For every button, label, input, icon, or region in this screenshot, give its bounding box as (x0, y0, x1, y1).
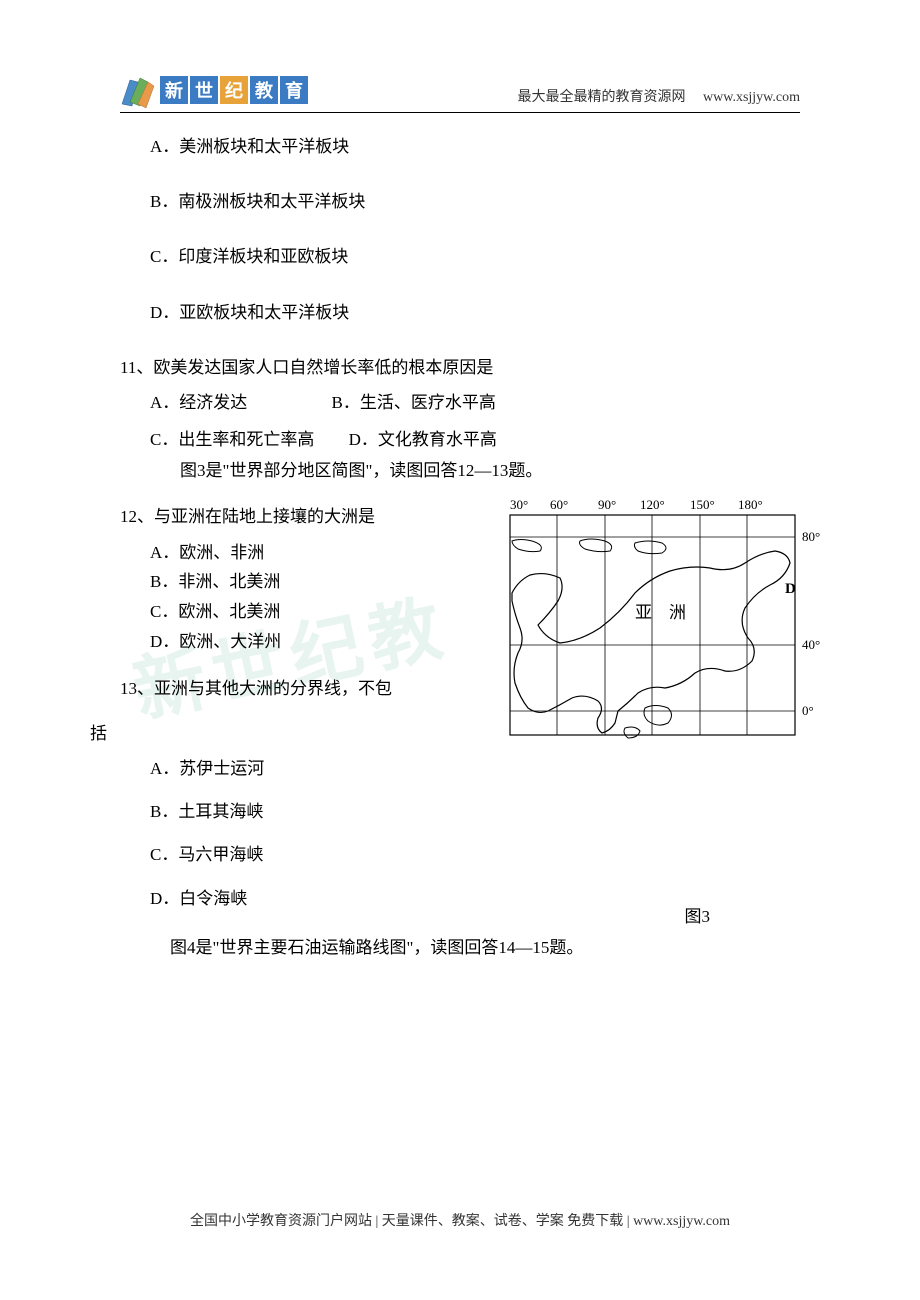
logo-text: 新 世 纪 教 育 (160, 76, 308, 104)
q11-option-c: C．出生率和死亡率高 (150, 430, 314, 449)
header-url: www.xsjjyw.com (703, 90, 800, 105)
q11-option-d: D．文化教育水平高 (349, 430, 497, 449)
page-header: 新 世 纪 教 育 最大最全最精的教育资源网 www.xsjjyw.com (120, 70, 800, 113)
q13-option-b: B．土耳其海峡 (150, 798, 800, 825)
logo-char-3: 纪 (220, 76, 248, 104)
header-tagline: 最大最全最精的教育资源网 www.xsjjyw.com (518, 86, 800, 110)
q11-option-b: B．生活、医疗水平高 (332, 393, 496, 412)
logo-char-4: 教 (250, 76, 278, 104)
q11-text: 11、欧美发达国家人口自然增长率低的根本原因是 (120, 354, 800, 381)
lon-label-120: 120° (640, 497, 665, 512)
q12-option-c: C．欧洲、北美洲 (150, 597, 460, 627)
document-body: A．美洲板块和太平洋板块 B．南极洲板块和太平洋板块 C．印度洋板块和亚欧板块 … (120, 133, 800, 961)
q12-q13-section: 12、与亚洲在陆地上接壤的大洲是 A．欧洲、非洲 B．非洲、北美洲 C．欧洲、北… (120, 503, 800, 912)
q12-text: 12、与亚洲在陆地上接壤的大洲是 (120, 503, 460, 530)
q12-left-column: 12、与亚洲在陆地上接壤的大洲是 A．欧洲、非洲 B．非洲、北美洲 C．欧洲、北… (120, 503, 460, 702)
lon-label-180: 180° (738, 497, 763, 512)
q13-text-line1: 13、亚洲与其他大洲的分界线，不包 (120, 675, 460, 702)
q13-option-a: A．苏伊士运河 (150, 755, 800, 782)
q12-option-d: D．欧洲、大洋州 (150, 627, 460, 657)
q10-option-c: C．印度洋板块和亚欧板块 (150, 243, 800, 270)
logo-char-2: 世 (190, 76, 218, 104)
q10-option-d: D．亚欧板块和太平洋板块 (150, 299, 800, 326)
lon-label-90: 90° (598, 497, 616, 512)
q12-option-a: A．欧洲、非洲 (150, 538, 460, 568)
tagline-text: 最大最全最精的教育资源网 (518, 90, 686, 105)
logo-books-icon (120, 70, 156, 110)
lon-label-30: 30° (510, 497, 528, 512)
q10-option-b: B．南极洲板块和太平洋板块 (150, 188, 800, 215)
lon-label-150: 150° (690, 497, 715, 512)
lon-label-60: 60° (550, 497, 568, 512)
map-region-label: 亚 洲 (635, 603, 686, 622)
q10-option-a: A．美洲板块和太平洋板块 (150, 133, 800, 160)
map-d-label: D (785, 581, 796, 597)
logo-char-1: 新 (160, 76, 188, 104)
q13-option-c: C．马六甲海峡 (150, 841, 800, 868)
lat-label-80: 80° (802, 529, 820, 544)
lat-label-0: 0° (802, 703, 814, 718)
q11-options-row1: A．经济发达 B．生活、医疗水平高 (150, 389, 800, 416)
q13-options: A．苏伊士运河 B．土耳其海峡 C．马六甲海峡 D．白令海峡 (150, 755, 800, 912)
page-footer: 全国中小学教育资源门户网站 | 天量课件、教案、试卷、学案 免费下载 | www… (0, 1210, 920, 1230)
logo: 新 世 纪 教 育 (120, 70, 308, 110)
q12-options: A．欧洲、非洲 B．非洲、北美洲 C．欧洲、北美洲 D．欧洲、大洋州 (150, 538, 460, 657)
figure-3-map: 30° 60° 90° 120° 150° 180° 80° 40° 0° 亚 … (490, 493, 830, 753)
logo-char-5: 育 (280, 76, 308, 104)
figure-3-caption: 图3 (685, 903, 711, 930)
lat-label-40: 40° (802, 637, 820, 652)
q11-option-a: A．经济发达 (150, 393, 247, 412)
q12-option-b: B．非洲、北美洲 (150, 567, 460, 597)
q11-note: 图3是"世界部分地区简图"，读图回答12—13题。 (180, 457, 800, 484)
q11-options-row2: C．出生率和死亡率高 D．文化教育水平高 (150, 426, 800, 453)
final-note: 图4是"世界主要石油运输路线图"，读图回答14—15题。 (170, 934, 800, 961)
